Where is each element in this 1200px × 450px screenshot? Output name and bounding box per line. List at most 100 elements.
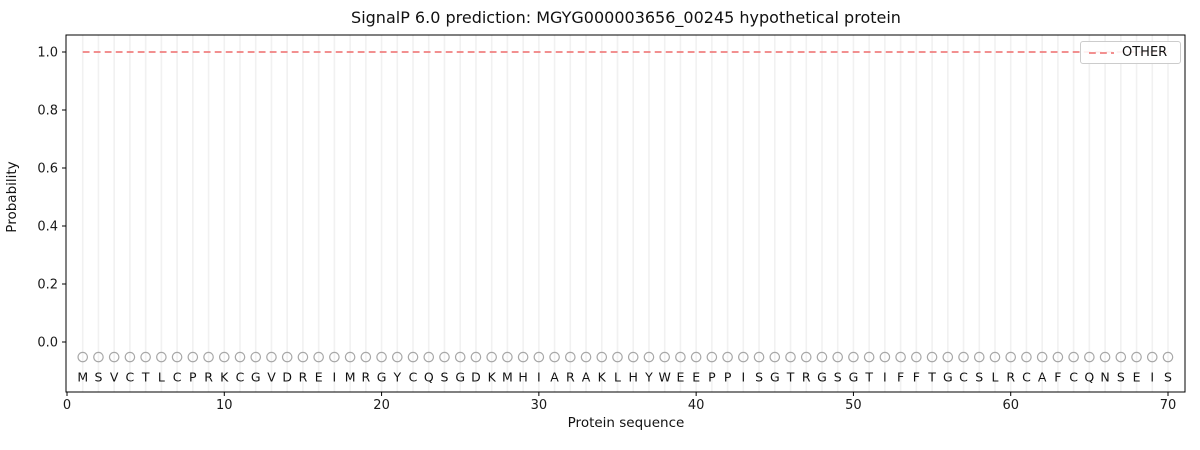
residue-marker [93, 351, 104, 363]
sequence-letter: L [992, 370, 999, 385]
x-tick-label: 20 [373, 398, 390, 413]
sequence-letter: D [471, 370, 481, 385]
sequence-letter: S [834, 370, 842, 385]
residue-marker [1146, 351, 1158, 363]
sequence-letter: S [755, 370, 763, 385]
residue-marker [171, 351, 183, 363]
x-tick-label: 30 [531, 398, 548, 413]
residue-marker [643, 351, 655, 363]
residue-marker [549, 351, 560, 363]
sequence-letter: K [598, 370, 607, 385]
sequence-letter: G [817, 370, 827, 385]
residue-marker [218, 351, 230, 363]
sequence-letter: A [1038, 370, 1047, 385]
residue-marker [1099, 351, 1111, 363]
sequence-letter: W [658, 370, 670, 385]
axes-spines [65, 34, 1186, 393]
legend-dashed-line-icon [1089, 51, 1114, 54]
residue-marker [895, 351, 906, 363]
y-tick-label: 0.0 [37, 336, 58, 351]
sequence-letter: Q [424, 370, 434, 385]
legend-entry-other: OTHER [1122, 45, 1168, 60]
sequence-letter: F [1054, 370, 1061, 385]
chart-title: SignalP 6.0 prediction: MGYG000003656_00… [351, 8, 901, 27]
residue-marker [879, 351, 891, 363]
residue-marker [502, 351, 513, 363]
residue-marker [973, 351, 985, 363]
sequence-letter: G [377, 370, 387, 385]
sequence-letter: D [282, 370, 292, 385]
sequence-letter: R [299, 370, 308, 385]
sequence-letter: R [802, 370, 811, 385]
residue-marker [958, 351, 969, 363]
residue-marker [1005, 351, 1017, 363]
sequence-letter: A [582, 370, 591, 385]
legend-box: OTHER [1080, 41, 1181, 64]
residue-marker [816, 351, 828, 363]
residue-marker [108, 351, 120, 363]
sequence-letter: V [110, 370, 119, 385]
y-tick-label: 0.8 [37, 104, 58, 119]
residue-marker [580, 351, 592, 363]
sequence-letter: R [204, 370, 213, 385]
residue-marker [1115, 351, 1127, 363]
x-tick-label: 60 [1002, 398, 1019, 413]
residue-marker [203, 351, 214, 363]
sequence-letter: C [959, 370, 968, 385]
sequence-letter: M [502, 370, 513, 385]
residue-marker [486, 351, 497, 363]
residue-marker [376, 351, 387, 363]
sequence-letter: C [236, 370, 245, 385]
sequence-letter: Y [392, 370, 401, 385]
residue-marker [800, 351, 812, 363]
sequence-letter: F [897, 370, 904, 385]
sequence-letter: S [1117, 370, 1125, 385]
residue-marker [407, 351, 419, 363]
x-axis-label: Protein sequence [567, 415, 685, 431]
sequence-letter: T [864, 370, 873, 385]
sequence-letter: G [770, 370, 780, 385]
residue-marker [1021, 351, 1032, 363]
residue-marker [848, 351, 859, 363]
sequence-letter: T [786, 370, 795, 385]
residue-marker [392, 351, 403, 363]
residue-marker [785, 351, 796, 363]
sequence-letter: K [220, 370, 229, 385]
residue-marker [612, 351, 623, 363]
sequence-letter: C [173, 370, 182, 385]
sequence-letter: G [943, 370, 953, 385]
residue-marker [517, 351, 529, 363]
residue-marker [832, 351, 844, 363]
sequence-letter: I [741, 370, 745, 385]
residue-marker [454, 351, 466, 363]
residue-marker [329, 351, 340, 363]
y-tick-label: 0.6 [37, 162, 58, 177]
x-tick-label: 10 [216, 398, 233, 413]
residue-marker [234, 351, 246, 363]
residue-marker [313, 351, 324, 363]
residue-marker [470, 351, 482, 363]
residue-marker [77, 351, 89, 363]
sequence-letter: G [251, 370, 261, 385]
residue-marker [297, 351, 309, 363]
sequence-letter: E [692, 370, 700, 385]
residue-marker [156, 351, 167, 363]
residue-marker [926, 351, 938, 363]
residue-marker [1084, 351, 1095, 363]
sequence-letter: N [1100, 370, 1109, 385]
sequence-letter: S [94, 370, 102, 385]
residue-marker [863, 351, 875, 363]
residue-marker [769, 351, 781, 363]
sequence-letter: P [724, 370, 732, 385]
residue-marker [942, 351, 954, 363]
sequence-letter: S [1164, 370, 1172, 385]
x-tick-label: 40 [688, 398, 705, 413]
sequence-letter: R [566, 370, 575, 385]
sequence-letter: G [455, 370, 465, 385]
sequence-letter: H [518, 370, 527, 385]
sequence-letter: C [126, 370, 135, 385]
sequence-letter: P [189, 370, 197, 385]
residue-marker [1131, 351, 1142, 363]
residue-marker [675, 351, 686, 363]
